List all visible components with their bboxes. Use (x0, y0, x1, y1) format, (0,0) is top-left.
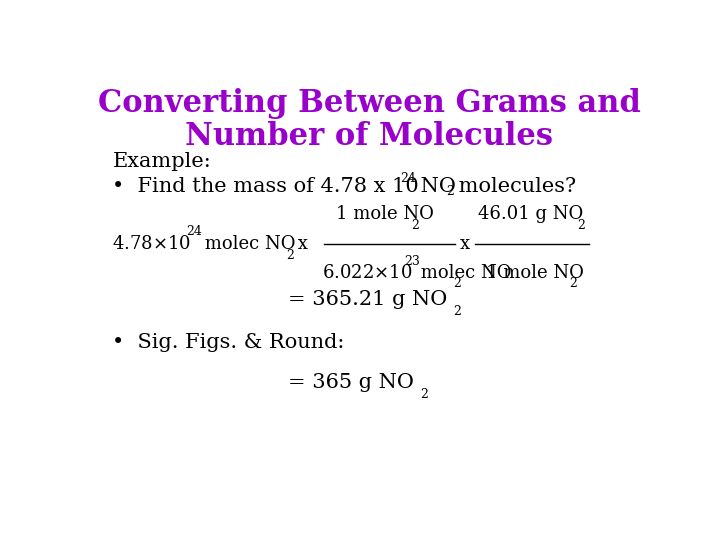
Text: 2: 2 (446, 185, 454, 198)
Text: molec NO: molec NO (199, 234, 295, 253)
Text: Number of Molecules: Number of Molecules (185, 121, 553, 152)
Text: 6.022$\times$10: 6.022$\times$10 (322, 264, 412, 282)
Text: x: x (460, 234, 470, 253)
Text: Example:: Example: (112, 152, 211, 171)
Text: 2: 2 (420, 388, 428, 401)
Text: 23: 23 (404, 254, 420, 267)
Text: molecules?: molecules? (451, 177, 576, 196)
Text: 4.78$\times$10: 4.78$\times$10 (112, 234, 192, 253)
Text: 2: 2 (569, 277, 577, 290)
Text: 46.01 g NO: 46.01 g NO (478, 206, 583, 224)
Text: 2: 2 (577, 219, 585, 232)
Text: 1 mole NO: 1 mole NO (486, 264, 584, 282)
Text: 1 mole NO: 1 mole NO (336, 206, 433, 224)
Text: •  Sig. Figs. & Round:: • Sig. Figs. & Round: (112, 333, 345, 352)
Text: Converting Between Grams and: Converting Between Grams and (98, 87, 640, 119)
Text: 2: 2 (453, 305, 461, 318)
Text: 24: 24 (400, 172, 415, 185)
Text: 2: 2 (287, 249, 294, 262)
Text: = 365 g NO: = 365 g NO (288, 373, 414, 393)
Text: molec NO: molec NO (415, 264, 512, 282)
Text: 2: 2 (453, 277, 461, 290)
Text: NO: NO (413, 177, 456, 196)
Text: 24: 24 (186, 226, 202, 239)
Text: 2: 2 (411, 219, 419, 232)
Text: = 365.21 g NO: = 365.21 g NO (288, 290, 447, 309)
Text: x: x (292, 234, 308, 253)
Text: •  Find the mass of 4.78 x 10: • Find the mass of 4.78 x 10 (112, 177, 419, 196)
